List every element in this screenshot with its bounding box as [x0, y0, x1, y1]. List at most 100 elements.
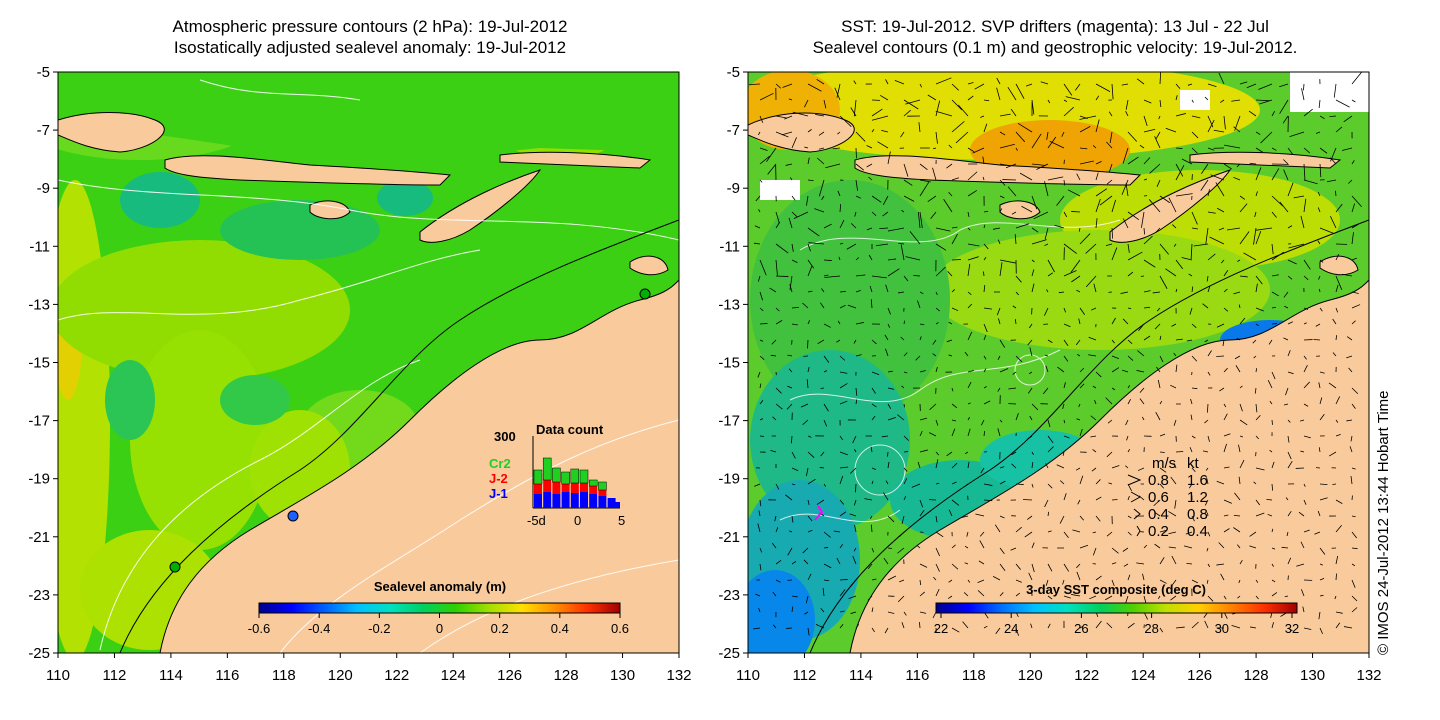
velocity-arrow: [1175, 163, 1184, 177]
left-map[interactable]: [20, 72, 679, 660]
velocity-arrow: [1223, 433, 1231, 437]
velocity-arrow: [1011, 451, 1017, 456]
velocity-arrow: [775, 403, 783, 410]
velocity-arrow: [1047, 530, 1052, 533]
velocity-arrow: [1085, 275, 1097, 288]
x-tick-label: 124: [441, 667, 466, 684]
velocity-arrow: [1271, 563, 1274, 567]
velocity-arrow: [1191, 131, 1199, 139]
velocity-arrow: [1031, 163, 1046, 166]
gauge-marker[interactable]: [639, 288, 651, 300]
gauge-marker[interactable]: [287, 510, 299, 522]
velocity-arrow: [1236, 163, 1241, 168]
velocity-arrow: [770, 354, 777, 357]
velocity-arrow: [1125, 111, 1129, 117]
velocity-arrow: [964, 451, 969, 455]
velocity-arrow: [1351, 579, 1356, 588]
velocity-arrow: [1015, 147, 1018, 151]
velocity-arrow: [1143, 128, 1156, 133]
velocity-arrow: [1079, 147, 1088, 150]
gauge-marker[interactable]: [169, 561, 181, 573]
y-tick-label: -19: [28, 471, 50, 488]
velocity-arrow: [757, 371, 761, 378]
velocity-arrow: [1255, 403, 1258, 413]
key-speed-ms: 0.8: [1148, 472, 1169, 489]
velocity-arrow: [791, 595, 798, 598]
velocity-arrow: [1125, 99, 1129, 110]
velocity-arrow: [887, 307, 891, 315]
key-header-kt: kt: [1187, 455, 1200, 472]
velocity-arrow: [1015, 579, 1022, 583]
velocity-arrow: [1127, 574, 1131, 581]
velocity-arrow: [1348, 179, 1353, 184]
velocity-arrow: [935, 77, 952, 85]
left-title-line-1: Atmospheric pressure contours (2 hPa): 1…: [172, 17, 568, 36]
velocity-arrow: [1079, 160, 1094, 165]
velocity-arrow: [1303, 435, 1311, 439]
velocity-arrow: [1332, 483, 1337, 485]
velocity-arrow: [791, 515, 794, 523]
velocity-arrow: [1285, 387, 1289, 396]
velocity-arrow: [823, 563, 832, 569]
velocity-arrow: [1335, 126, 1343, 133]
velocity-arrow: [1165, 268, 1177, 277]
velocity-arrow: [1088, 336, 1097, 341]
velocity-arrow: [823, 99, 827, 109]
velocity-arrow: [930, 211, 937, 220]
velocity-arrow: [1015, 83, 1025, 99]
y-tick-label: -25: [28, 645, 50, 662]
inset-xtick: 5: [618, 513, 625, 528]
velocity-arrow: [854, 449, 857, 453]
svp-drifter-track[interactable]: [814, 505, 824, 521]
velocity-arrow: [1335, 499, 1343, 504]
velocity-arrow: [791, 483, 796, 486]
velocity-arrow: [1267, 514, 1273, 517]
velocity-arrow: [807, 83, 822, 92]
velocity-arrow: [1077, 499, 1081, 505]
velocity-arrow: [1143, 335, 1151, 341]
velocity-arrow: [807, 129, 812, 133]
velocity-arrow: [983, 243, 989, 250]
velocity-arrow: [1172, 224, 1177, 229]
velocity-arrow: [1011, 211, 1017, 215]
velocity-arrow: [807, 435, 812, 438]
velocity-arrow: [784, 115, 793, 120]
velocity-arrow: [1026, 435, 1033, 440]
right-map[interactable]: [735, 60, 1369, 670]
velocity-arrow: [839, 466, 849, 469]
velocity-arrow: [1206, 547, 1209, 552]
velocity-arrow: [1153, 499, 1161, 507]
x-tick-label: 122: [384, 667, 409, 684]
velocity-arrow: [775, 320, 783, 325]
velocity-arrow: [807, 320, 811, 325]
velocity-arrow: [919, 430, 923, 437]
velocity-arrow: [1319, 227, 1335, 235]
inset-xtick: -5d: [527, 513, 546, 528]
velocity-arrow: [839, 371, 848, 374]
velocity-arrow: [870, 524, 873, 533]
velocity-arrow: [1158, 115, 1161, 120]
velocity-arrow: [1106, 179, 1113, 185]
velocity-arrow: [935, 110, 953, 117]
left-title-line-2: Isostatically adjusted sealevel anomaly:…: [173, 38, 567, 57]
velocity-arrow: [935, 547, 940, 557]
velocity-arrow: [837, 190, 841, 197]
velocity-arrow: [815, 623, 825, 629]
velocity-arrow: [911, 483, 921, 488]
velocity-arrow: [1031, 227, 1039, 233]
velocity-arrow: [1255, 147, 1263, 153]
velocity-arrow: [1015, 592, 1021, 597]
velocity-arrow: [1317, 207, 1321, 213]
velocity-arrow: [1108, 482, 1113, 485]
velocity-arrow: [1351, 160, 1355, 165]
velocity-arrow: [791, 306, 799, 309]
velocity-arrow: [1139, 144, 1145, 149]
velocity-arrow: [1271, 579, 1276, 583]
velocity-arrow: [1127, 495, 1130, 501]
velocity-arrow: [919, 563, 928, 568]
velocity-arrow: [1171, 323, 1177, 327]
velocity-arrow: [1234, 492, 1241, 501]
velocity-arrow: [935, 459, 939, 469]
velocity-arrow: [803, 559, 809, 565]
velocity-arrow: [775, 211, 780, 224]
